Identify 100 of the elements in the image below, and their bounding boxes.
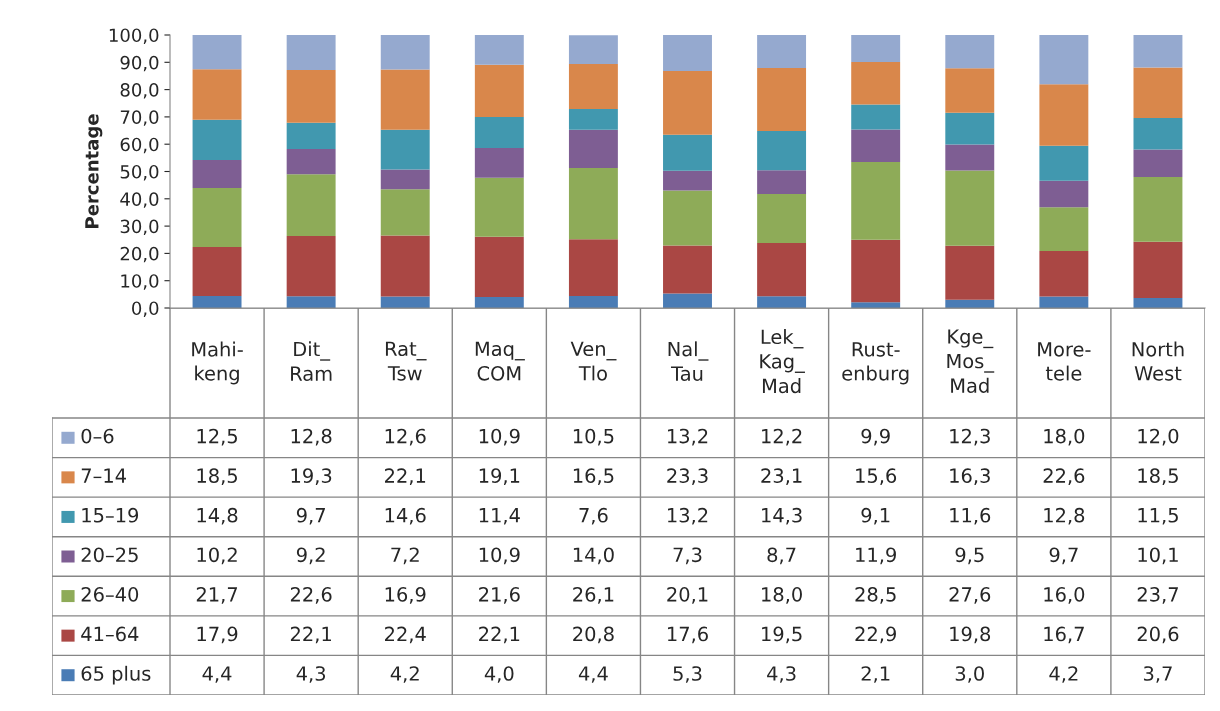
y-tick-label: 10,0 — [121, 274, 159, 290]
y-tick-label: 100,0 — [109, 28, 159, 44]
x-tick-label: Nal_ Tau — [668, 341, 709, 381]
bar — [568, 108, 618, 130]
bar — [286, 235, 336, 297]
bar — [757, 131, 807, 171]
data-label: 18,5 — [1138, 468, 1178, 485]
bar — [1133, 241, 1183, 298]
bar — [380, 129, 430, 170]
legend-label: 7–14 — [81, 468, 126, 483]
data-label: 7,6 — [579, 507, 608, 525]
data-label: 22,6 — [290, 587, 332, 604]
data-label: 10,1 — [1138, 547, 1178, 565]
bar — [757, 193, 807, 244]
data-label: 9,7 — [296, 507, 325, 525]
data-label: 14,6 — [385, 507, 426, 525]
data-label: 23,7 — [1137, 587, 1178, 604]
y-tick-label: 50,0 — [120, 164, 159, 181]
bar — [1039, 207, 1089, 251]
data-label: 12,8 — [1044, 507, 1085, 525]
data-label: 12,2 — [762, 428, 802, 446]
data-label: 16,0 — [1044, 587, 1085, 604]
data-label: 3,0 — [955, 666, 984, 683]
bar — [663, 245, 712, 294]
bar — [568, 63, 618, 109]
data-label: 16,5 — [573, 468, 614, 485]
legend-label: 65 plus — [81, 665, 151, 685]
x-tick-label: Dit_ Ram — [291, 341, 332, 381]
bar — [1133, 67, 1183, 118]
data-label: 27,6 — [949, 587, 991, 604]
bar — [568, 167, 618, 240]
bar — [380, 69, 430, 130]
bar — [1039, 180, 1089, 208]
y-tick-label: 30,0 — [120, 219, 159, 236]
data-label: 14,3 — [762, 507, 802, 525]
bar — [1039, 84, 1089, 146]
data-label: 20,8 — [573, 626, 614, 644]
bar — [568, 129, 618, 168]
data-label: 16,9 — [385, 587, 426, 604]
data-label: 9,1 — [861, 507, 890, 525]
bar — [945, 112, 995, 145]
bar — [945, 245, 995, 300]
legend-label: 20–25 — [81, 547, 138, 563]
bar — [663, 190, 712, 246]
data-label: 5,3 — [673, 666, 702, 683]
legend-label: 41–64 — [81, 626, 139, 642]
bar — [851, 62, 901, 105]
data-label: 3,7 — [1143, 666, 1172, 683]
data-label: 19,1 — [479, 468, 520, 485]
bar — [286, 122, 336, 150]
x-tick-label: North West — [1132, 341, 1184, 381]
bar — [1133, 117, 1183, 150]
bar — [192, 69, 242, 120]
data-label: 14,8 — [197, 507, 238, 525]
data-label: 28,5 — [855, 587, 896, 604]
bar — [380, 169, 430, 190]
data-label: 4,2 — [1049, 666, 1078, 683]
data-label: 22,4 — [385, 626, 426, 644]
data-label: 9,5 — [955, 547, 984, 565]
data-label: 7,3 — [673, 547, 702, 565]
bar — [380, 189, 430, 236]
y-tick-label: 90,0 — [120, 55, 159, 72]
y-tick-label: 60,0 — [120, 137, 159, 154]
bar — [286, 69, 336, 123]
bar — [286, 174, 336, 236]
bar — [568, 295, 618, 308]
data-label: 4,3 — [296, 666, 326, 683]
y-tick-label: 20,0 — [120, 246, 159, 263]
data-label: 20,6 — [1137, 626, 1179, 644]
bar — [851, 35, 901, 63]
bar — [192, 187, 242, 248]
data-label: 4,3 — [767, 666, 796, 683]
bar — [663, 170, 712, 191]
data-label: 12,0 — [1138, 428, 1179, 446]
data-label: 22,1 — [479, 626, 520, 644]
legend-label: 26–40 — [81, 587, 139, 602]
bar — [757, 35, 807, 69]
bar — [568, 239, 618, 296]
data-label: 15,6 — [856, 468, 897, 485]
bar — [192, 35, 242, 70]
bar — [1039, 35, 1089, 85]
x-tick-label: Mahi- keng — [192, 341, 243, 385]
bar — [851, 129, 901, 162]
data-label: 13,2 — [667, 507, 708, 525]
data-label: 16,7 — [1044, 626, 1084, 644]
bar — [663, 71, 712, 135]
data-label: 21,7 — [196, 587, 238, 604]
bar — [757, 296, 807, 308]
bar — [945, 170, 995, 246]
x-tick-label: Rust- enburg — [842, 342, 909, 385]
bar — [474, 64, 524, 117]
bar — [663, 293, 712, 308]
data-label: 11,4 — [479, 508, 520, 525]
data-label: 10,2 — [197, 547, 237, 565]
bar — [192, 160, 242, 188]
data-label: 10,9 — [479, 547, 520, 565]
bar — [1039, 250, 1089, 297]
bar — [945, 144, 995, 171]
data-label: 18,0 — [762, 587, 802, 604]
data-label: 22,1 — [385, 468, 426, 485]
